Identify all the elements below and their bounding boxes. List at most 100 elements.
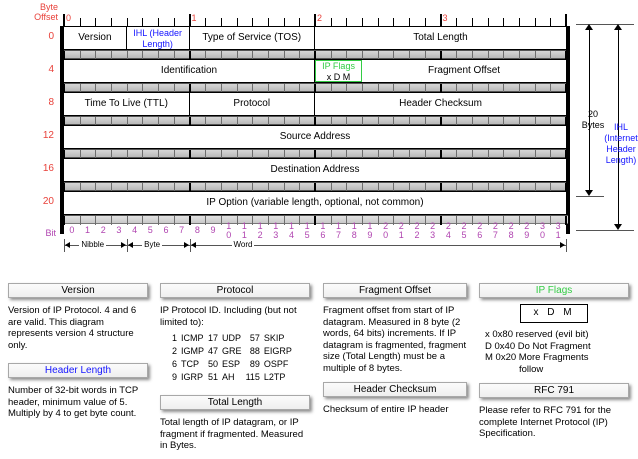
separator-tick	[314, 117, 316, 126]
legend-header-length-body: Number of 32-bit words in TCP header, mi…	[8, 385, 139, 419]
bit-number-tens: 2	[445, 221, 451, 231]
separator-tick	[487, 117, 489, 126]
separator-tick	[220, 183, 222, 192]
separator-tick	[377, 51, 379, 60]
separator-tick	[126, 183, 128, 192]
span-arrow-left	[127, 242, 133, 248]
annotation-top-rule	[576, 24, 634, 25]
legend-protocol-body: IP Protocol ID. Including (but not limit…	[160, 305, 297, 328]
bit-ruler-tick	[126, 216, 128, 225]
protocol-name: ICMP	[181, 333, 204, 343]
separator-tick	[267, 117, 269, 126]
header-row: Source Address	[64, 125, 566, 149]
separator-tick	[330, 117, 332, 126]
separator-tick	[299, 183, 301, 192]
byte-ruler-tick	[283, 18, 285, 26]
separator-tick	[299, 117, 301, 126]
separator-tick	[393, 51, 395, 60]
byte-ruler-tick	[439, 14, 442, 26]
span-end-tick	[566, 239, 567, 252]
separator-tick	[471, 150, 473, 159]
protocol-name: IGRP	[181, 372, 204, 382]
bit-number: 0	[69, 225, 75, 235]
diagram-right-border	[566, 26, 570, 234]
protocol-table-row: 1 ICMP 17 UDP 57 SKIP	[172, 333, 294, 344]
separator-tick	[362, 84, 364, 93]
separator-tick	[126, 117, 128, 126]
separator-tick	[283, 183, 285, 192]
separator-tick	[142, 51, 144, 60]
separator-tick	[236, 84, 238, 93]
bit-ruler-tick	[314, 216, 316, 225]
separator-tick	[314, 84, 316, 93]
bit-ruler-tick	[456, 216, 458, 225]
bit-number: 2	[100, 225, 106, 235]
legend-rfc-title: RFC 791	[479, 383, 629, 398]
separator-tick	[439, 51, 442, 60]
separator-tick	[314, 51, 316, 60]
protocol-name: TCP	[181, 359, 200, 369]
annotation-ihl-bottom-rule	[576, 230, 634, 231]
separator-tick	[346, 84, 348, 93]
protocol-name: L2TP	[263, 372, 286, 382]
separator-tick	[205, 183, 207, 192]
separator-tick	[205, 51, 207, 60]
protocol-table-row: 2 IGMP 47 GRE 88 EIGRP	[172, 346, 294, 357]
separator-tick	[283, 51, 285, 60]
bit-ruler-tick	[173, 216, 175, 225]
bytes-20-arrow-up	[585, 24, 593, 30]
separator-tick	[95, 84, 97, 93]
header-field-header-checksum: Header Checksum	[399, 98, 482, 109]
separator-tick	[393, 117, 395, 126]
separator-tick	[330, 150, 332, 159]
bit-number-ones: 0	[226, 230, 232, 240]
byte-ruler-tick	[518, 18, 520, 26]
bit-number-ones: 2	[414, 230, 420, 240]
byte-ruler-number: 1	[191, 13, 197, 23]
separator-tick	[471, 183, 473, 192]
separator-tick	[409, 84, 411, 93]
separator-tick	[158, 117, 160, 126]
separator-tick	[534, 84, 536, 93]
separator-tick	[236, 150, 238, 159]
separator-tick	[95, 51, 97, 60]
legend-column-3: Fragment Offset Fragment offset from sta…	[323, 283, 467, 416]
protocol-number: 6	[172, 359, 178, 369]
separator-tick	[424, 84, 426, 93]
separator-tick	[362, 117, 364, 126]
span-end-tick	[189, 239, 191, 252]
separator-tick	[409, 117, 411, 126]
byte-ruler-tick	[565, 14, 567, 26]
separator-tick	[188, 51, 191, 60]
span-label: Word	[231, 240, 255, 249]
span-label: Byte	[142, 240, 163, 249]
separator-tick	[173, 150, 175, 159]
separator-tick	[456, 51, 458, 60]
bit-number: 1	[85, 225, 91, 235]
bit-ruler-tick	[439, 216, 442, 225]
separator-tick	[111, 84, 113, 93]
bit-number-ones: 0	[383, 230, 389, 240]
protocol-number: 89	[249, 359, 260, 369]
separator-tick	[220, 150, 222, 159]
bit-number-ones: 5	[461, 230, 467, 240]
separator-tick	[63, 183, 65, 192]
bit-ruler-tick	[188, 216, 191, 225]
byte-ruler-tick	[456, 18, 458, 26]
byte-ruler-tick	[362, 18, 364, 26]
ip-flags-field-bits: x D M	[326, 72, 351, 82]
separator-tick	[158, 150, 160, 159]
legend-fragment-offset-title: Fragment Offset	[323, 283, 467, 298]
bit-ruler-tick	[299, 216, 301, 225]
bit-number-tens: 1	[336, 221, 342, 231]
row-separator-bar	[63, 149, 567, 159]
separator-tick	[158, 183, 160, 192]
span-arrow-right	[560, 242, 565, 248]
